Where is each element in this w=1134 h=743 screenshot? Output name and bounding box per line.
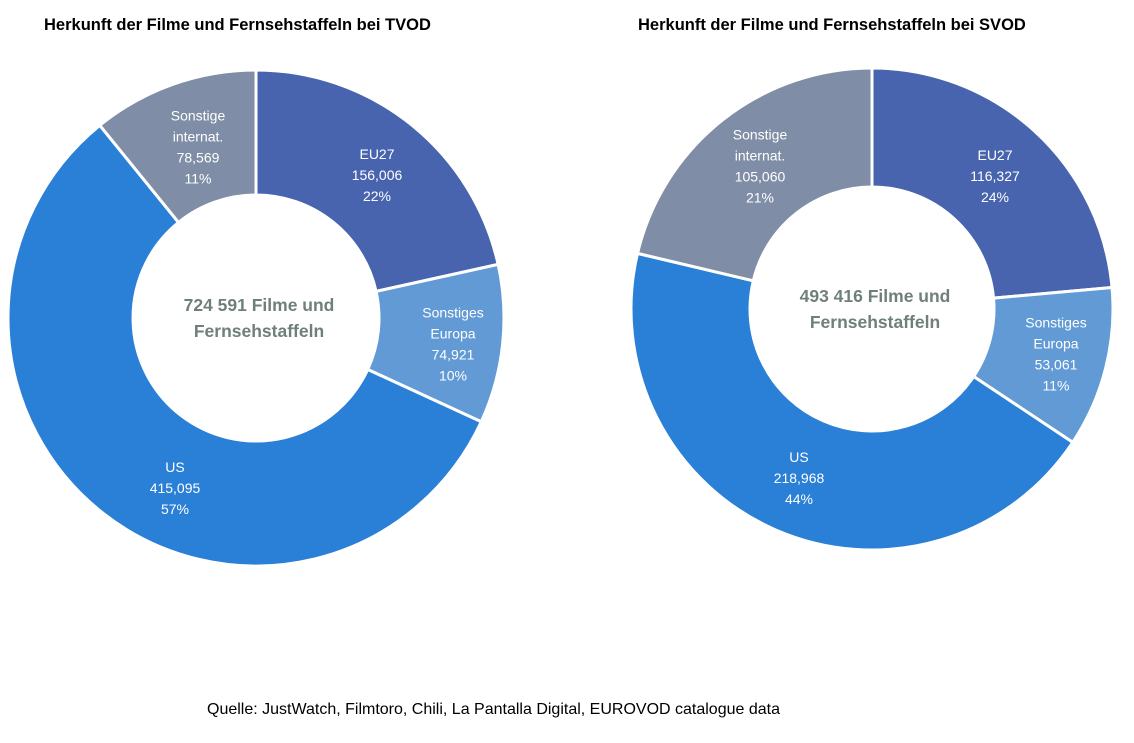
slice-label: US 218,968 44% (774, 449, 825, 507)
slice-label: Sonstiges Europa 53,061 11% (1025, 315, 1086, 394)
donut-slice (6, 123, 484, 568)
slice-label-line: Sonstige (733, 127, 788, 143)
slice-label-line: 78,569 (177, 150, 220, 166)
slice-label-line: 24% (981, 189, 1009, 205)
slice-label-line: Europa (430, 326, 475, 342)
slice-label-line: 53,061 (1035, 357, 1078, 373)
slice-label-line: 218,968 (774, 470, 825, 486)
donut-chart-svod: Herkunft der Filme und Fernsehstaffeln b… (629, 16, 1115, 552)
donut-slice (97, 68, 258, 225)
slice-label: Sonstige internat. 78,569 11% (171, 108, 226, 187)
slice-label-line: US (165, 459, 184, 475)
slice-label-line: EU27 (359, 146, 394, 162)
center-total-line: 493 416 Filme und (800, 286, 951, 306)
slice-label: Sonstige internat. 105,060 21% (733, 127, 788, 206)
slice-label: EU27 116,327 24% (970, 147, 1020, 205)
slice-label-line: 21% (746, 190, 774, 206)
slice-label-line: 116,327 (970, 168, 1020, 184)
slice-label-line: Sonstige (171, 108, 226, 124)
donut-chart-tvod: Herkunft der Filme und Fernsehstaffeln b… (6, 16, 506, 568)
chart-title: Herkunft der Filme und Fernsehstaffeln b… (44, 16, 431, 34)
source-note: Quelle: JustWatch, Filmtoro, Chili, La P… (207, 701, 780, 718)
donut-slice (254, 68, 500, 294)
slice-label-line: 415,095 (150, 480, 201, 496)
center-total-line: Fernsehstaffeln (810, 312, 940, 332)
slice-label-line: 156,006 (352, 167, 403, 183)
slice-label-line: Europa (1033, 336, 1078, 352)
slice-label-line: 11% (1043, 378, 1070, 394)
slice-label-line: 44% (785, 491, 813, 507)
chart-title: Herkunft der Filme und Fernsehstaffeln b… (638, 16, 1026, 34)
slice-label-line: Sonstiges (1025, 315, 1086, 331)
slice-label-line: 11% (185, 171, 212, 187)
center-total-label: 493 416 Filme und Fernsehstaffeln (800, 286, 951, 332)
slice-label-line: EU27 (977, 147, 1012, 163)
slice-label-line: 10% (439, 368, 467, 384)
slice-label-line: US (789, 449, 808, 465)
slice-label-line: 22% (363, 188, 391, 204)
center-total-line: 724 591 Filme und (184, 295, 335, 315)
donut-slice (870, 66, 1114, 300)
donut-slice (635, 66, 874, 283)
slice-label-line: 105,060 (735, 169, 786, 185)
slice-label: EU27 156,006 22% (352, 146, 403, 204)
slice-label-line: 74,921 (432, 347, 475, 363)
slice-label-line: internat. (735, 148, 786, 164)
slice-label-line: 57% (161, 501, 189, 517)
slice-label: US 415,095 57% (150, 459, 201, 517)
slice-label: Sonstiges Europa 74,921 10% (422, 305, 483, 384)
center-total-label: 724 591 Filme und Fernsehstaffeln (184, 295, 335, 341)
center-total-line: Fernsehstaffeln (194, 321, 324, 341)
donut-slice (629, 251, 1075, 552)
slice-label-line: Sonstiges (422, 305, 483, 321)
slice-label-line: internat. (173, 129, 224, 145)
